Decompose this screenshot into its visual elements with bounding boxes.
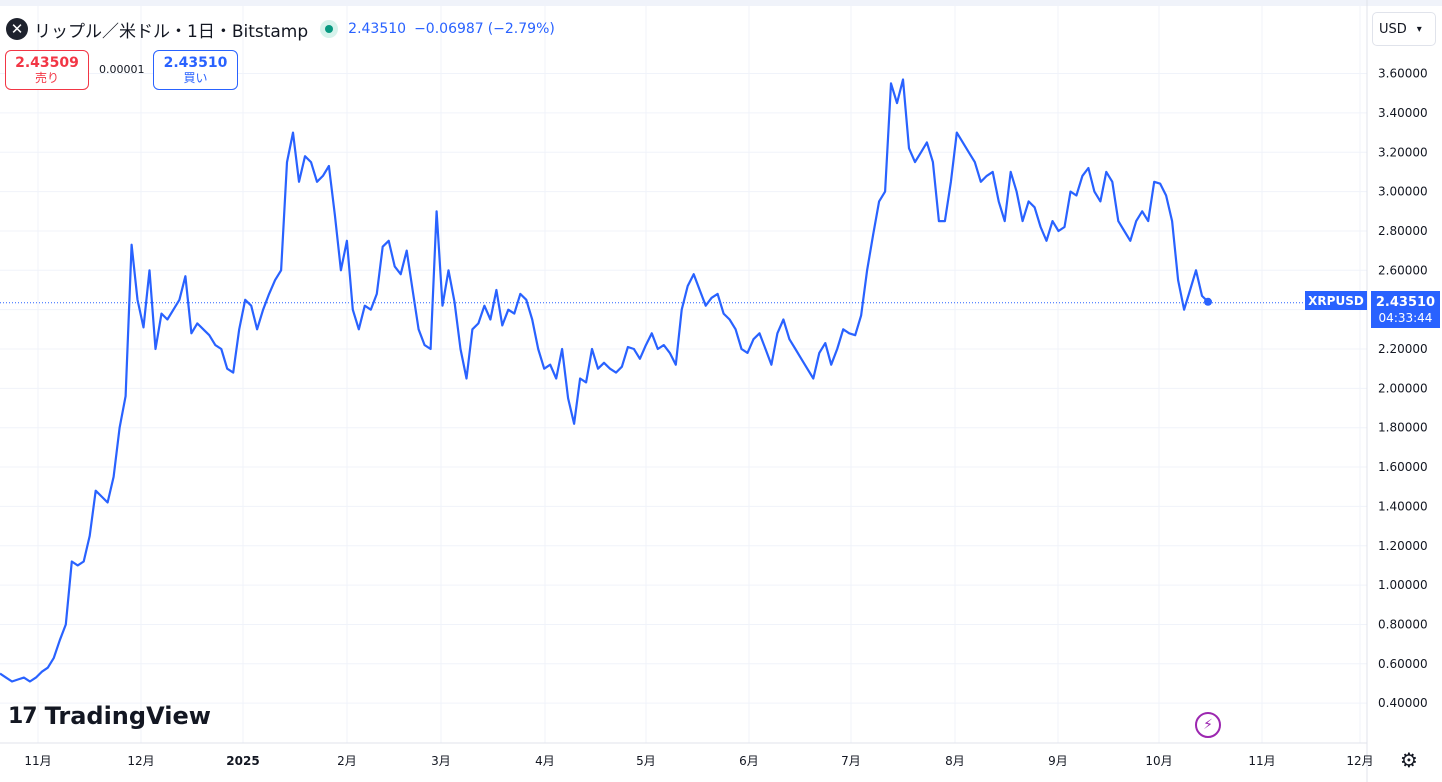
spread-value: 0.00001 — [99, 63, 145, 76]
buy-price: 2.43510 — [163, 54, 228, 71]
y-tick-label: 1.40000 — [1378, 499, 1428, 513]
xrp-logo-icon: ✕ — [6, 18, 28, 40]
bar-countdown: 04:33:44 — [1378, 310, 1433, 325]
header-change-percent: (−2.79%) — [487, 21, 555, 37]
last-price-value: 2.43510 — [1375, 294, 1436, 310]
x-tick-label: 3月 — [431, 754, 451, 768]
x-tick-label: 6月 — [739, 754, 759, 768]
y-tick-label: 3.40000 — [1378, 106, 1428, 120]
x-tick-label: 2月 — [337, 754, 357, 768]
x-tick-label: 5月 — [636, 754, 656, 768]
grid — [0, 0, 1367, 743]
x-tick-label: 11月 — [1248, 754, 1275, 768]
header-last-price: 2.43510 — [348, 21, 407, 37]
y-tick-label: 3.00000 — [1378, 185, 1428, 199]
sell-button[interactable]: 2.43509 売り — [5, 50, 89, 90]
symbol-title[interactable]: リップル／米ドル・1日・Bitstamp — [34, 21, 309, 42]
lightning-icon[interactable]: ⚡ — [1195, 712, 1221, 738]
tradingview-wordmark: TradingView — [44, 702, 211, 730]
last-price-badge: 2.43510 04:33:44 — [1371, 291, 1440, 328]
gear-icon[interactable]: ⚙ — [1400, 748, 1418, 772]
header-change-value: −0.06987 — [414, 21, 484, 37]
y-tick-label: 1.20000 — [1378, 539, 1428, 553]
last-price-dot — [1204, 297, 1212, 306]
y-tick-label: 2.80000 — [1378, 224, 1428, 238]
chart-header: ✕ リップル／米ドル・1日・Bitstamp 2.43510 −0.06987 … — [6, 14, 555, 44]
x-tick-label: 12月 — [127, 754, 154, 768]
y-tick-label: 0.80000 — [1378, 617, 1428, 631]
top-strip — [0, 0, 1442, 6]
x-tick-label: 12月 — [1346, 754, 1373, 768]
x-tick-label: 9月 — [1048, 754, 1068, 768]
x-axis[interactable]: 11月 12月 2025 2月 3月 4月 5月 6月 7月 8月 9月 10月 11月 12月 — [24, 754, 1373, 768]
y-tick-label: 0.40000 — [1378, 696, 1428, 710]
x-tick-label: 11月 — [24, 754, 51, 768]
x-tick-label: 4月 — [535, 754, 555, 768]
tradingview-logo[interactable]: 17 TradingView — [8, 700, 211, 732]
symbol-price-tag: XRPUSD — [1305, 291, 1367, 310]
currency-select[interactable]: USD ▾ — [1372, 12, 1436, 46]
sell-price: 2.43509 — [15, 54, 79, 71]
y-tick-label: 2.20000 — [1378, 342, 1428, 356]
x-tick-label: 8月 — [945, 754, 965, 768]
y-tick-label: 3.60000 — [1378, 67, 1428, 81]
y-tick-label: 2.00000 — [1378, 381, 1428, 395]
buy-button[interactable]: 2.43510 買い — [153, 50, 238, 90]
y-tick-label: 2.60000 — [1378, 263, 1428, 277]
chevron-down-icon: ▾ — [1416, 23, 1422, 35]
y-tick-label: 1.80000 — [1378, 421, 1428, 435]
price-series-line — [0, 78, 1209, 683]
x-tick-label: 7月 — [841, 754, 861, 768]
currency-value: USD — [1379, 21, 1407, 37]
y-tick-label: 1.00000 — [1378, 578, 1428, 592]
y-tick-label: 0.60000 — [1378, 657, 1428, 671]
market-open-status-icon[interactable] — [320, 20, 339, 38]
tradingview-mark-icon: 17 — [8, 703, 38, 729]
y-tick-label: 3.20000 — [1378, 145, 1428, 159]
buy-label: 買い — [183, 70, 208, 85]
y-axis[interactable]: 0.40000 0.60000 0.80000 1.00000 1.20000 1.400… — [1378, 67, 1428, 711]
sell-label: 売り — [34, 70, 59, 85]
x-tick-label: 10月 — [1145, 754, 1172, 768]
y-tick-label: 1.60000 — [1378, 460, 1428, 474]
x-tick-label: 2025 — [226, 754, 259, 768]
